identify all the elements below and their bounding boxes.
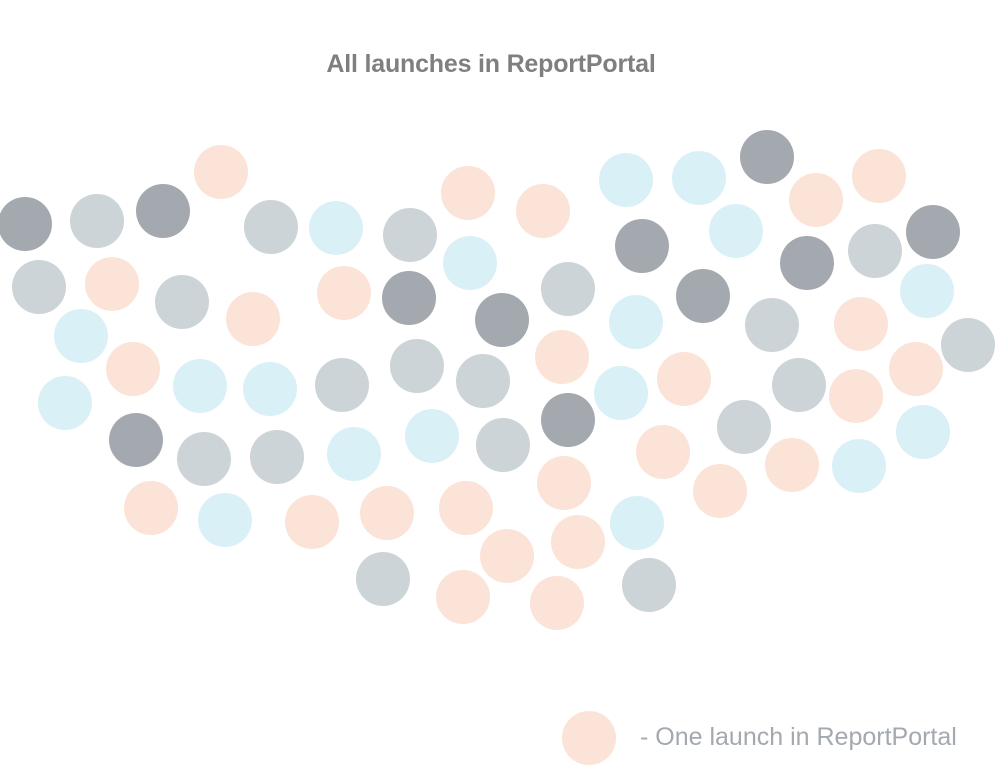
legend-swatch xyxy=(562,711,616,765)
launch-dot xyxy=(610,496,664,550)
launch-dot xyxy=(541,262,595,316)
launch-dot xyxy=(537,456,591,510)
launch-dot xyxy=(657,352,711,406)
legend: - One launch in ReportPortal xyxy=(562,711,992,765)
launch-dot xyxy=(383,208,437,262)
launch-dot xyxy=(541,393,595,447)
launch-dot xyxy=(636,425,690,479)
launch-dot xyxy=(285,495,339,549)
launch-dot xyxy=(740,130,794,184)
launch-dot xyxy=(551,515,605,569)
launch-dot xyxy=(693,464,747,518)
launch-dot xyxy=(243,362,297,416)
launch-dot xyxy=(317,266,371,320)
launch-dot xyxy=(436,570,490,624)
launch-dot xyxy=(198,493,252,547)
launch-dot xyxy=(530,576,584,630)
launch-dot xyxy=(38,376,92,430)
launch-dot xyxy=(622,558,676,612)
launch-dot xyxy=(106,342,160,396)
launch-dot xyxy=(109,413,163,467)
launch-dot xyxy=(85,257,139,311)
launch-dot xyxy=(745,298,799,352)
launch-dot xyxy=(443,236,497,290)
launch-dot xyxy=(244,200,298,254)
launch-dot xyxy=(136,184,190,238)
launch-dot xyxy=(834,297,888,351)
launch-dot xyxy=(475,293,529,347)
launch-dot xyxy=(327,427,381,481)
launch-dot xyxy=(356,552,410,606)
launch-dot xyxy=(900,264,954,318)
launch-dot xyxy=(709,204,763,258)
launch-dot xyxy=(155,275,209,329)
launch-dot xyxy=(439,481,493,535)
launch-dot xyxy=(772,358,826,412)
diagram-title: All launches in ReportPortal xyxy=(326,49,656,78)
launch-dot xyxy=(717,400,771,454)
launch-dot xyxy=(309,201,363,255)
launch-dot xyxy=(516,184,570,238)
launch-dot xyxy=(250,430,304,484)
launch-dot xyxy=(676,269,730,323)
launch-dot xyxy=(789,173,843,227)
launch-dot xyxy=(889,342,943,396)
launch-dot xyxy=(848,224,902,278)
launch-dot xyxy=(405,409,459,463)
launch-dot xyxy=(906,205,960,259)
launch-dot xyxy=(173,359,227,413)
launch-dot xyxy=(896,405,950,459)
launch-dot xyxy=(177,432,231,486)
launch-dot xyxy=(852,149,906,203)
launch-dot xyxy=(12,260,66,314)
launch-dot xyxy=(780,236,834,290)
launch-dot xyxy=(226,292,280,346)
launch-dot xyxy=(194,145,248,199)
launch-dot xyxy=(441,166,495,220)
launch-dot xyxy=(594,366,648,420)
launch-dot xyxy=(615,219,669,273)
launch-dot xyxy=(535,330,589,384)
legend-label: - One launch in ReportPortal xyxy=(640,723,957,751)
launch-dot xyxy=(70,194,124,248)
launch-dot xyxy=(941,318,995,372)
launch-dot xyxy=(599,153,653,207)
launch-dot xyxy=(476,418,530,472)
launch-dot xyxy=(832,439,886,493)
launch-dot xyxy=(382,271,436,325)
launch-dot xyxy=(124,481,178,535)
launch-dot xyxy=(609,295,663,349)
launch-dot xyxy=(672,151,726,205)
launch-dot xyxy=(456,354,510,408)
launch-dot xyxy=(390,339,444,393)
launch-dot xyxy=(315,358,369,412)
launch-dot xyxy=(480,529,534,583)
launch-dot xyxy=(54,309,108,363)
launch-dot xyxy=(765,438,819,492)
launch-dot xyxy=(829,369,883,423)
launch-dot xyxy=(0,197,52,251)
launch-dot xyxy=(360,486,414,540)
